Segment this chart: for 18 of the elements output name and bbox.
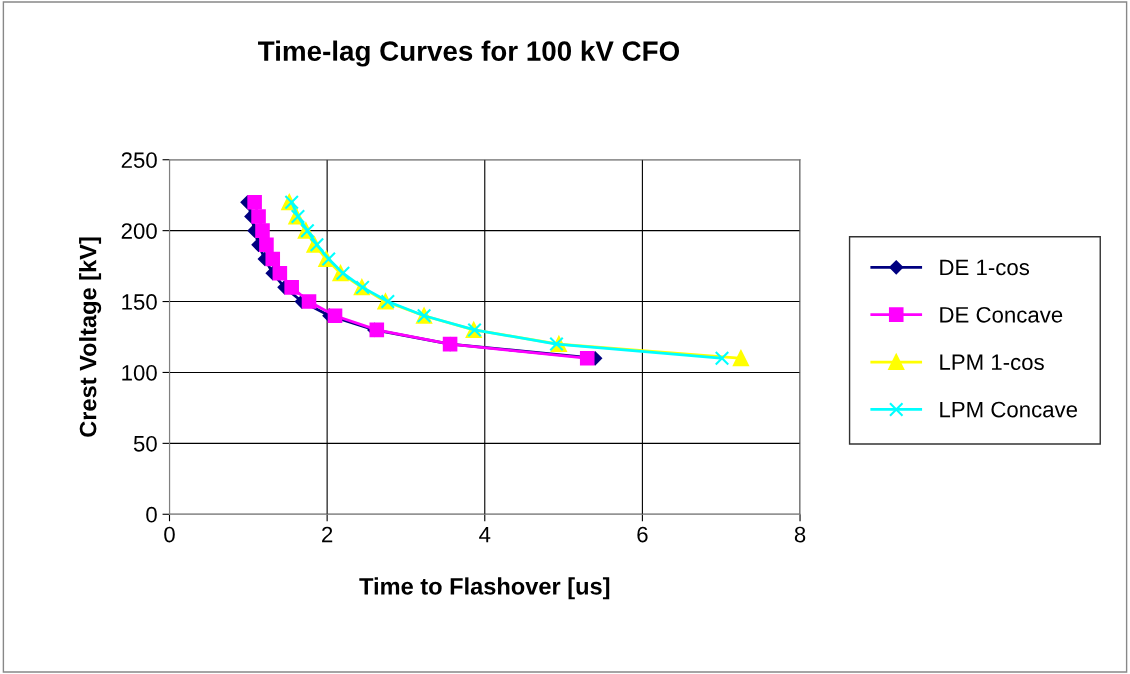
legend-label: LPM 1-cos xyxy=(940,354,1044,371)
y-tick-label: 150 xyxy=(122,294,157,310)
x-tick-label: 6 xyxy=(637,526,648,543)
legend-label: DE 1-cos xyxy=(940,259,1030,276)
x-axis-title: Time to Flashover [us] xyxy=(359,577,610,600)
y-tick-label: 100 xyxy=(122,364,157,381)
y-tick-label: 50 xyxy=(133,435,157,452)
legend-label: LPM Concave xyxy=(940,401,1078,418)
legend-label: DE Concave xyxy=(940,306,1063,323)
y-tick-label: 200 xyxy=(121,223,157,239)
y-tick-label: 0 xyxy=(146,506,157,523)
x-tick-label: 2 xyxy=(322,526,333,543)
chart-title: Time-lag Curves for 100 kV CFO xyxy=(258,40,680,67)
x-tick-label: 8 xyxy=(794,526,806,543)
y-tick-label: 250 xyxy=(121,152,157,169)
y-axis-title: Crest Voltage [kV] xyxy=(79,237,102,437)
x-tick-label: 0 xyxy=(164,526,175,543)
x-tick-label: 4 xyxy=(479,526,491,543)
